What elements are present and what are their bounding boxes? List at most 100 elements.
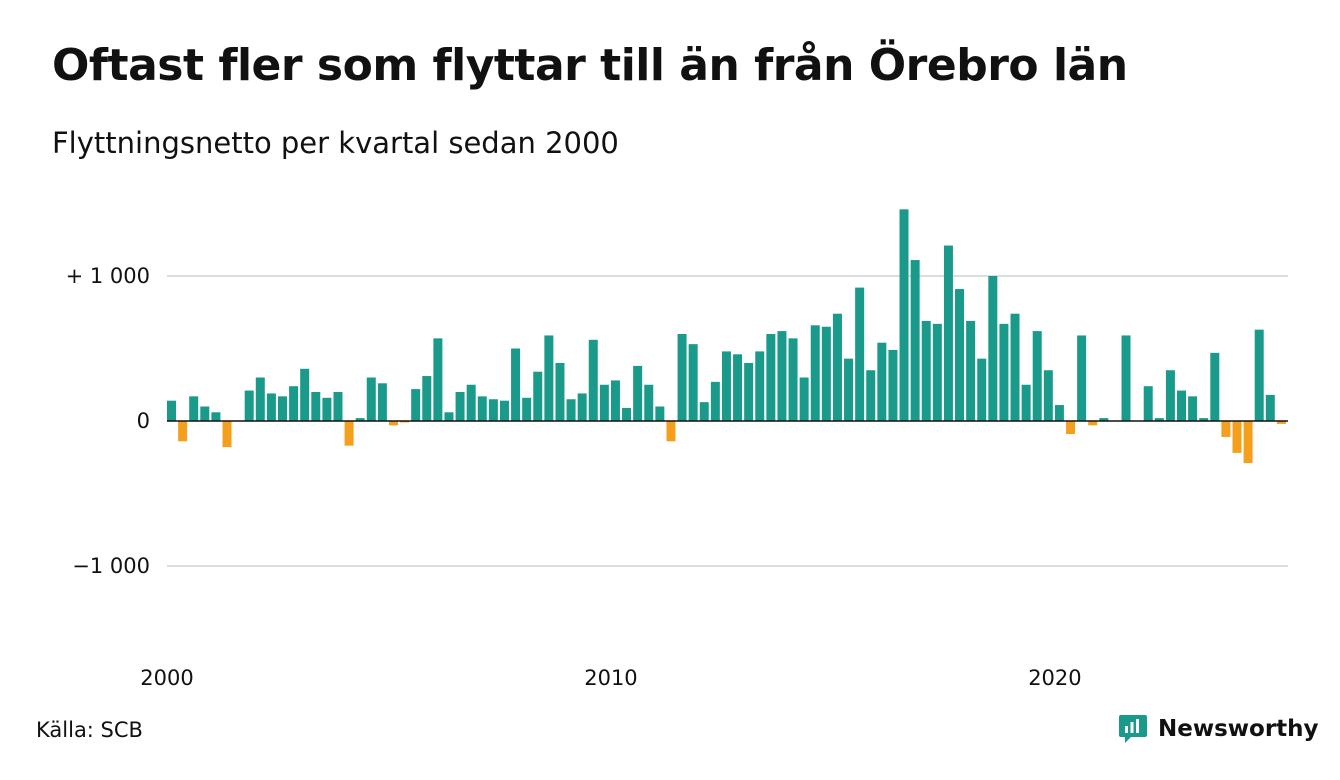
bar: [1099, 418, 1109, 421]
bar: [832, 313, 842, 421]
bar: [966, 320, 976, 421]
bar-chart: + 1 000 0 −1 000 2000 2010 2020: [66, 209, 1288, 690]
bar: [1210, 352, 1220, 421]
chart-title: Oftast fler som flyttar till än från Öre…: [52, 40, 1128, 91]
bar: [1010, 313, 1020, 421]
bar: [577, 393, 587, 421]
bar: [877, 342, 887, 421]
bar: [444, 412, 454, 421]
bar: [1276, 421, 1286, 424]
bar: [533, 371, 543, 421]
y-tick-label: −1 000: [72, 554, 150, 578]
bar: [388, 421, 398, 426]
bar: [555, 363, 565, 421]
bar: [633, 365, 643, 421]
bar: [422, 376, 432, 421]
bar: [178, 421, 188, 442]
bar: [289, 386, 299, 421]
bar: [844, 358, 854, 421]
bar: [943, 245, 953, 421]
bar: [855, 287, 865, 421]
bar: [610, 380, 620, 421]
bar: [677, 334, 687, 421]
bar: [211, 412, 221, 421]
bar: [189, 396, 199, 421]
bar: [888, 349, 898, 421]
bar: [733, 354, 743, 421]
bar: [477, 396, 487, 421]
source-note: Källa: SCB: [36, 718, 143, 742]
bar: [466, 384, 476, 421]
bar: [244, 390, 254, 421]
bar: [255, 377, 265, 421]
chart-subtitle: Flyttningsnetto per kvartal sedan 2000: [52, 126, 619, 160]
bar: [300, 368, 310, 421]
bar: [455, 392, 465, 421]
bar: [1032, 331, 1042, 421]
bar: [1088, 421, 1098, 426]
bar: [655, 406, 665, 421]
bar: [1054, 405, 1064, 421]
bar: [200, 406, 210, 421]
bar: [222, 421, 232, 448]
bar: [899, 209, 909, 421]
bar: [866, 370, 876, 421]
bar: [921, 320, 931, 421]
bar: [666, 421, 676, 442]
bar: [622, 407, 632, 421]
bar: [1232, 421, 1242, 453]
bar: [910, 260, 920, 421]
y-tick-label: 0: [137, 409, 150, 433]
bar: [977, 358, 987, 421]
bar: [988, 276, 998, 421]
bar: [777, 331, 787, 421]
bar: [1243, 421, 1253, 464]
bar: [488, 399, 498, 421]
bar: [277, 396, 287, 421]
bar: [1265, 394, 1275, 421]
bar: [644, 384, 654, 421]
bar: [1188, 396, 1198, 421]
bar: [1177, 390, 1187, 421]
bar: [588, 339, 598, 421]
bar: [710, 381, 720, 421]
bar: [511, 348, 521, 421]
y-tick-label: + 1 000: [66, 264, 150, 288]
bar: [721, 351, 731, 421]
bar: [799, 377, 809, 421]
brand-name: Newsworthy: [1158, 716, 1319, 742]
bar: [999, 323, 1009, 421]
bar: [599, 384, 609, 421]
bar: [788, 338, 798, 421]
bar: [766, 334, 776, 421]
bar: [167, 400, 176, 421]
bar: [932, 323, 942, 421]
bar: [1165, 370, 1175, 421]
x-tick-label: 2010: [584, 666, 637, 690]
bar: [522, 397, 532, 421]
bar: [955, 289, 965, 421]
bar: [755, 351, 765, 421]
newsworthy-icon: [1119, 715, 1147, 743]
bar: [433, 338, 443, 421]
x-tick-label: 2020: [1028, 666, 1081, 690]
bar: [1154, 418, 1164, 421]
bar: [1143, 386, 1153, 421]
bar: [377, 383, 387, 421]
bar: [1021, 384, 1031, 421]
bar: [411, 389, 421, 421]
bar: [1254, 329, 1264, 421]
bar: [355, 418, 365, 421]
bar: [333, 392, 343, 421]
bar: [688, 344, 698, 421]
newsworthy-logo: Newsworthy: [1118, 713, 1319, 745]
bar: [699, 402, 709, 421]
bar: [266, 393, 276, 421]
bar: [744, 363, 754, 421]
bar: [322, 397, 332, 421]
bar: [810, 325, 820, 421]
bar: [1199, 418, 1209, 421]
bar: [821, 326, 831, 421]
bar: [344, 421, 354, 446]
bar: [366, 377, 376, 421]
